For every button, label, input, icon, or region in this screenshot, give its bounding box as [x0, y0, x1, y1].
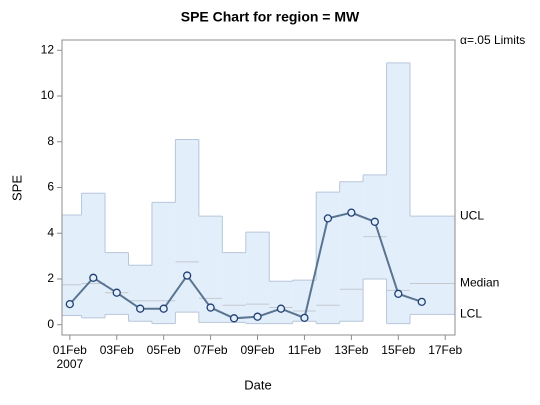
limit-label: LCL — [460, 307, 482, 321]
x-tick-label: 13Feb — [334, 343, 368, 357]
spe-marker — [253, 312, 262, 321]
spe-marker — [182, 271, 192, 280]
y-axis-title: SPE — [9, 175, 24, 201]
y-tick-label: 10 — [41, 88, 55, 102]
control-band — [386, 62, 411, 324]
control-band — [410, 216, 455, 315]
control-band — [105, 252, 129, 315]
x-axis-title: Date — [244, 377, 271, 392]
limit-label: Median — [460, 276, 499, 290]
spe-marker — [229, 314, 239, 323]
control-band — [175, 139, 199, 313]
spe-marker — [394, 289, 403, 298]
x-tick-label: 09Feb — [241, 343, 275, 357]
spe-marker — [112, 288, 121, 297]
y-tick-label: 0 — [47, 317, 54, 331]
control-band — [339, 181, 364, 322]
spe-marker — [65, 299, 74, 309]
x-tick-label: 15Feb — [381, 343, 415, 357]
chart-title: SPE Chart for region = MW — [181, 9, 360, 25]
limit-label: UCL — [460, 208, 484, 222]
control-band — [269, 281, 293, 324]
control-band — [363, 174, 387, 279]
spe-marker — [276, 304, 286, 313]
spe-line — [69, 211, 423, 320]
spe-marker — [300, 313, 309, 322]
control-band — [222, 252, 246, 323]
spe-marker — [347, 208, 356, 217]
spe-marker — [89, 273, 98, 282]
x-tick-label: 05Feb — [147, 343, 181, 357]
x-tick-label: 01Feb — [53, 343, 87, 357]
spe-marker — [136, 304, 145, 313]
limits-note: α=.05 Limits — [460, 33, 525, 47]
control-band — [151, 202, 176, 324]
y-tick-label: 8 — [47, 134, 54, 148]
spe-marker — [206, 303, 215, 312]
control-band — [81, 193, 106, 318]
control-band — [198, 216, 223, 323]
control-band — [62, 214, 82, 316]
control-band — [316, 192, 340, 324]
y-tick-label: 6 — [47, 180, 54, 194]
x-tick-label: 17Feb — [428, 343, 462, 357]
spe-marker — [417, 297, 426, 306]
y-tick-label: 4 — [47, 225, 54, 239]
spe-marker — [370, 217, 379, 226]
y-tick-label: 12 — [41, 42, 55, 56]
control-band — [245, 232, 270, 324]
x-tick-label: 11Feb — [288, 343, 321, 357]
x-year-label: 2007 — [56, 357, 83, 371]
spe-marker — [323, 214, 333, 223]
x-tick-label: 07Feb — [194, 343, 228, 357]
spe-marker — [159, 304, 168, 313]
x-tick-label: 03Feb — [100, 343, 134, 357]
control-band — [128, 265, 152, 322]
y-tick-label: 2 — [47, 271, 54, 285]
